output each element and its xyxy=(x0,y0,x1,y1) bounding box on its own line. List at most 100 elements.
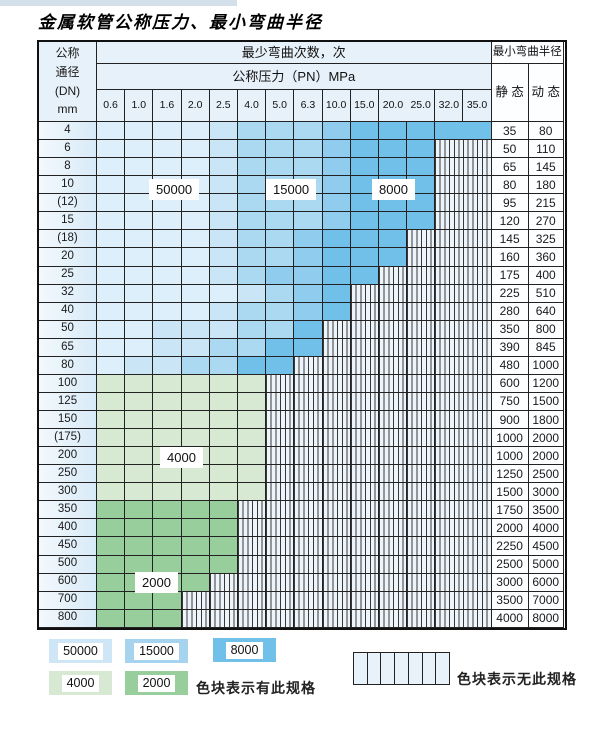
cell-dn80-pn6.3-nospec xyxy=(294,356,323,375)
cell-dn(12)-pn15.0-spec xyxy=(350,194,379,213)
cell-dn(12)-pn4.0-spec xyxy=(237,194,267,213)
cell-dn4-pn5.0-spec xyxy=(266,122,295,141)
cell-dn50-pn5.0-spec xyxy=(266,320,295,339)
cell-dn6-pn20.0-spec xyxy=(378,140,408,159)
cell-dn25-pn10.0-spec xyxy=(322,266,351,285)
header-pn-2.5: 2.5 xyxy=(209,90,238,122)
cell-dn700-pn1.6-spec xyxy=(153,591,182,610)
cell-dn(18)-pn2.0-spec xyxy=(181,230,210,249)
dynamic-radius-value: 7000 xyxy=(528,591,564,610)
cell-dn200-pn6.3-nospec xyxy=(294,447,323,466)
cell-dn20-pn10.0-spec xyxy=(322,248,351,267)
cell-dn150-pn0.6-spec xyxy=(97,411,126,430)
cell-dn15-pn10.0-spec xyxy=(322,212,351,231)
cell-dn250-pn6.3-nospec xyxy=(294,465,323,484)
cell-dn4-pn2.0-spec xyxy=(181,122,210,141)
dynamic-radius-value: 845 xyxy=(528,338,564,357)
cell-dn80-pn1.0-spec xyxy=(125,356,154,375)
cell-dn4-pn20.0-spec xyxy=(378,122,408,141)
cell-dn150-pn1.6-spec xyxy=(153,411,182,430)
cell-dn(18)-pn0.6-spec xyxy=(97,230,126,249)
static-radius-value: 225 xyxy=(491,284,529,303)
cell-dn250-pn25.0-nospec xyxy=(407,465,436,484)
static-radius-value: 4000 xyxy=(491,609,529,628)
cell-dn100-pn4.0-spec xyxy=(237,374,267,393)
cell-dn15-pn2.0-spec xyxy=(181,212,210,231)
cell-dn450-pn25.0-nospec xyxy=(407,537,436,556)
dynamic-radius-value: 145 xyxy=(528,158,564,177)
cell-dn300-pn1.6-spec xyxy=(153,483,182,502)
cell-dn350-pn1.6-spec xyxy=(153,501,182,520)
cell-dn(12)-pn35.0-nospec xyxy=(463,194,492,213)
cell-dn25-pn35.0-nospec xyxy=(463,266,492,285)
cell-dn6-pn32.0-nospec xyxy=(435,140,464,159)
cell-dn125-pn25.0-nospec xyxy=(407,392,436,411)
cell-dn4-pn10.0-spec xyxy=(322,122,351,141)
cell-dn15-pn1.0-spec xyxy=(125,212,154,231)
static-radius-value: 750 xyxy=(491,392,529,411)
cell-dn8-pn25.0-spec xyxy=(407,158,436,177)
cycle-label-4000: 4000 xyxy=(160,447,203,468)
table-grid: 公称 通径 (DN) mm 最少弯曲次数，次 最小弯曲半径 公称压力（PN）MPa 静 态动 … xyxy=(39,42,565,628)
cell-dn250-pn15.0-nospec xyxy=(350,465,379,484)
cell-dn125-pn4.0-spec xyxy=(237,392,267,411)
cell-dn40-pn0.6-spec xyxy=(97,302,126,321)
cell-dn6-pn35.0-nospec xyxy=(463,140,492,159)
dynamic-radius-value: 110 xyxy=(528,140,564,159)
dynamic-radius-value: 1800 xyxy=(528,411,564,430)
cell-dn15-pn35.0-nospec xyxy=(463,212,492,231)
cell-dn10-pn10.0-spec xyxy=(322,176,351,195)
cell-dn100-pn32.0-nospec xyxy=(435,374,464,393)
cell-dn500-pn1.0-spec xyxy=(125,555,154,574)
cell-dn65-pn6.3-spec xyxy=(294,338,323,357)
dynamic-radius-value: 2000 xyxy=(528,429,564,448)
cell-dn8-pn15.0-spec xyxy=(350,158,379,177)
static-radius-value: 480 xyxy=(491,356,529,375)
cell-dn(175)-pn32.0-nospec xyxy=(435,429,464,448)
dynamic-radius-value: 640 xyxy=(528,302,564,321)
cell-dn32-pn35.0-nospec xyxy=(463,284,492,303)
cell-dn150-pn2.5-spec xyxy=(209,411,238,430)
cell-dn8-pn32.0-nospec xyxy=(435,158,464,177)
legend-swatch-4000: 4000 xyxy=(49,671,112,695)
cell-dn700-pn2.5-nospec xyxy=(209,591,238,610)
header-pn-10.0: 10.0 xyxy=(322,90,351,122)
cell-dn400-pn2.0-spec xyxy=(181,519,210,538)
dn-label: (175) xyxy=(39,429,97,448)
header-dn-line: mm xyxy=(57,102,78,117)
cell-dn(175)-pn25.0-nospec xyxy=(407,429,436,448)
cell-dn300-pn5.0-nospec xyxy=(266,483,295,502)
header-dn-line: 公称 xyxy=(55,46,80,61)
cell-dn200-pn1.0-spec xyxy=(125,447,154,466)
dn-label: 6 xyxy=(39,140,97,159)
cell-dn125-pn6.3-nospec xyxy=(294,392,323,411)
dn-label: 15 xyxy=(39,212,97,231)
cell-dn350-pn5.0-nospec xyxy=(266,501,295,520)
cell-dn20-pn15.0-spec xyxy=(350,248,379,267)
dynamic-radius-value: 4000 xyxy=(528,519,564,538)
cell-dn200-pn4.0-spec xyxy=(237,447,267,466)
cell-dn80-pn35.0-nospec xyxy=(463,356,492,375)
cell-dn300-pn25.0-nospec xyxy=(407,483,436,502)
cell-dn500-pn32.0-nospec xyxy=(435,555,464,574)
cell-dn500-pn10.0-nospec xyxy=(322,555,351,574)
dynamic-radius-value: 215 xyxy=(528,194,564,213)
cell-dn65-pn0.6-spec xyxy=(97,338,126,357)
dn-label: (12) xyxy=(39,194,97,213)
dynamic-radius-value: 80 xyxy=(528,122,564,141)
cell-dn800-pn35.0-nospec xyxy=(463,609,492,628)
cell-dn700-pn1.0-spec xyxy=(125,591,154,610)
cell-dn20-pn32.0-nospec xyxy=(435,248,464,267)
cell-dn80-pn2.0-spec xyxy=(181,356,210,375)
cell-dn50-pn4.0-spec xyxy=(237,320,267,339)
cell-dn500-pn15.0-nospec xyxy=(350,555,379,574)
cell-dn(18)-pn10.0-spec xyxy=(322,230,351,249)
static-radius-value: 2250 xyxy=(491,537,529,556)
cell-dn125-pn32.0-nospec xyxy=(435,392,464,411)
cell-dn350-pn2.5-spec xyxy=(209,501,238,520)
cell-dn250-pn1.0-spec xyxy=(125,465,154,484)
cell-dn6-pn2.5-spec xyxy=(209,140,238,159)
cell-dn150-pn25.0-nospec xyxy=(407,411,436,430)
cell-dn65-pn32.0-nospec xyxy=(435,338,464,357)
cell-dn32-pn25.0-nospec xyxy=(407,284,436,303)
